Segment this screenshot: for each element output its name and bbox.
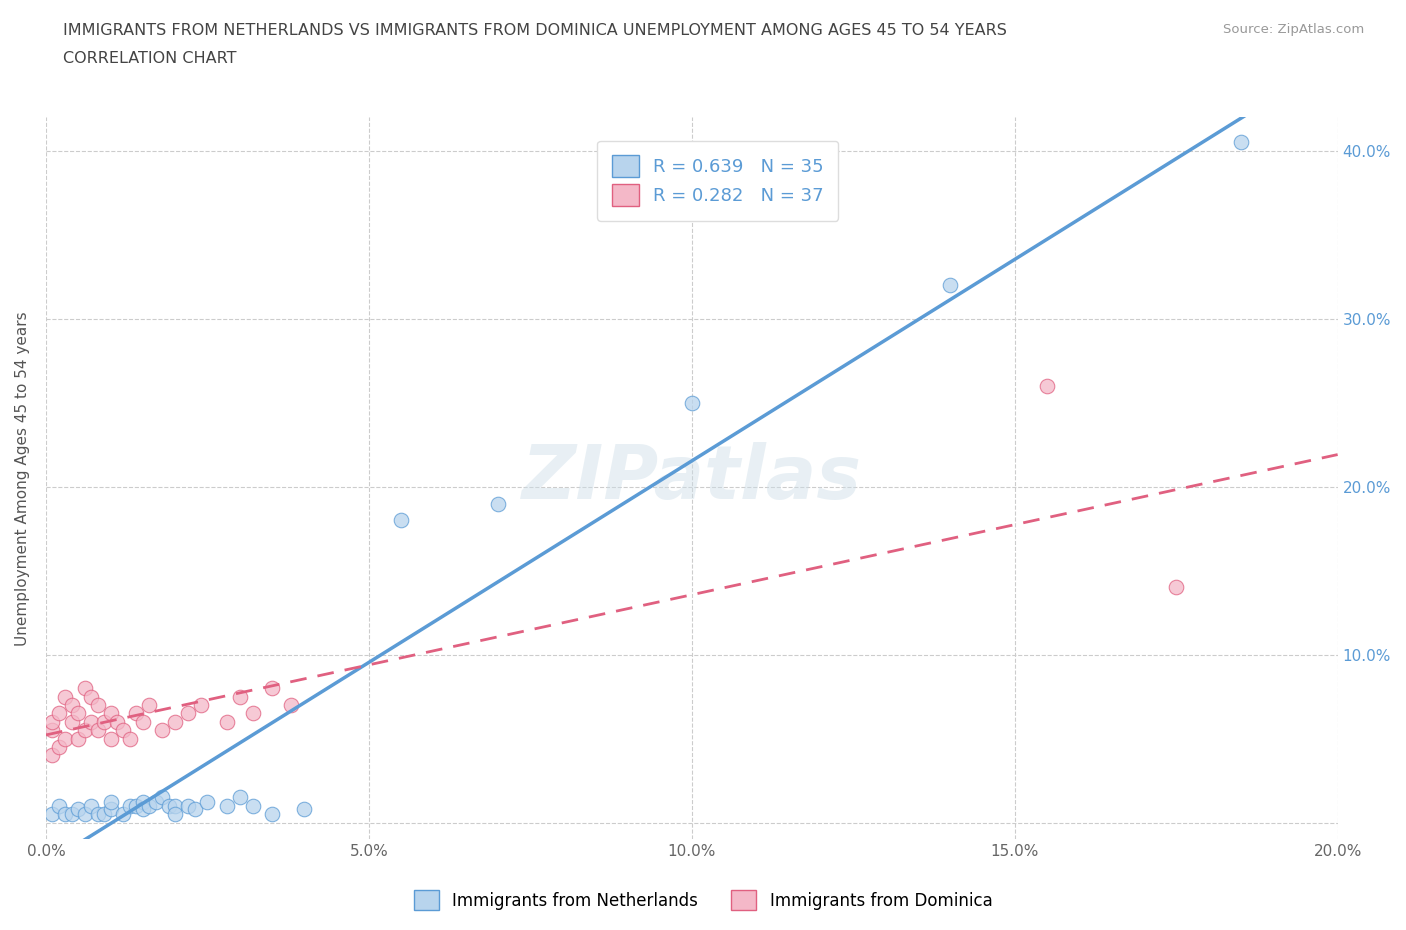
Point	[157, 798, 180, 813]
Point	[228, 689, 250, 704]
Point	[132, 802, 155, 817]
Point	[41, 806, 63, 821]
Point	[86, 806, 108, 821]
Point	[48, 739, 70, 754]
Point	[165, 806, 187, 821]
Point	[280, 698, 302, 712]
Point	[80, 689, 103, 704]
Legend: Immigrants from Netherlands, Immigrants from Dominica: Immigrants from Netherlands, Immigrants …	[406, 884, 1000, 917]
Point	[138, 698, 160, 712]
Point	[190, 698, 212, 712]
Point	[60, 698, 83, 712]
Point	[100, 802, 122, 817]
Point	[132, 714, 155, 729]
Text: CORRELATION CHART: CORRELATION CHART	[63, 51, 236, 66]
Point	[389, 512, 412, 527]
Point	[260, 681, 283, 696]
Point	[100, 731, 122, 746]
Text: IMMIGRANTS FROM NETHERLANDS VS IMMIGRANTS FROM DOMINICA UNEMPLOYMENT AMONG AGES : IMMIGRANTS FROM NETHERLANDS VS IMMIGRANT…	[63, 23, 1007, 38]
Point	[67, 802, 90, 817]
Point	[197, 795, 219, 810]
Point	[165, 714, 187, 729]
Point	[41, 723, 63, 737]
Point	[73, 723, 96, 737]
Point	[73, 806, 96, 821]
Point	[112, 723, 135, 737]
Point	[150, 790, 173, 804]
Point	[112, 806, 135, 821]
Y-axis label: Unemployment Among Ages 45 to 54 years: Unemployment Among Ages 45 to 54 years	[15, 311, 30, 645]
Point	[292, 802, 315, 817]
Point	[93, 806, 115, 821]
Point	[939, 278, 962, 293]
Point	[80, 714, 103, 729]
Point	[242, 706, 264, 721]
Point	[48, 798, 70, 813]
Point	[1166, 580, 1188, 595]
Point	[681, 395, 703, 410]
Text: Source: ZipAtlas.com: Source: ZipAtlas.com	[1223, 23, 1364, 36]
Point	[177, 798, 200, 813]
Point	[105, 714, 128, 729]
Point	[86, 698, 108, 712]
Point	[60, 806, 83, 821]
Point	[125, 798, 148, 813]
Point	[215, 798, 238, 813]
Point	[260, 806, 283, 821]
Point	[165, 798, 187, 813]
Point	[41, 748, 63, 763]
Point	[93, 714, 115, 729]
Point	[100, 795, 122, 810]
Point	[228, 790, 250, 804]
Point	[48, 706, 70, 721]
Point	[73, 681, 96, 696]
Point	[60, 714, 83, 729]
Point	[53, 806, 76, 821]
Point	[177, 706, 200, 721]
Point	[150, 723, 173, 737]
Point	[41, 714, 63, 729]
Point	[486, 496, 509, 511]
Text: ZIPatlas: ZIPatlas	[522, 442, 862, 515]
Point	[67, 706, 90, 721]
Point	[67, 731, 90, 746]
Point	[118, 731, 141, 746]
Point	[118, 798, 141, 813]
Point	[125, 706, 148, 721]
Point	[1036, 379, 1059, 393]
Point	[100, 706, 122, 721]
Point	[138, 798, 160, 813]
Point	[215, 714, 238, 729]
Point	[132, 795, 155, 810]
Point	[183, 802, 205, 817]
Point	[86, 723, 108, 737]
Point	[53, 689, 76, 704]
Legend: R = 0.639   N = 35, R = 0.282   N = 37: R = 0.639 N = 35, R = 0.282 N = 37	[598, 140, 838, 221]
Point	[53, 731, 76, 746]
Point	[145, 795, 167, 810]
Point	[242, 798, 264, 813]
Point	[80, 798, 103, 813]
Point	[1229, 135, 1251, 150]
